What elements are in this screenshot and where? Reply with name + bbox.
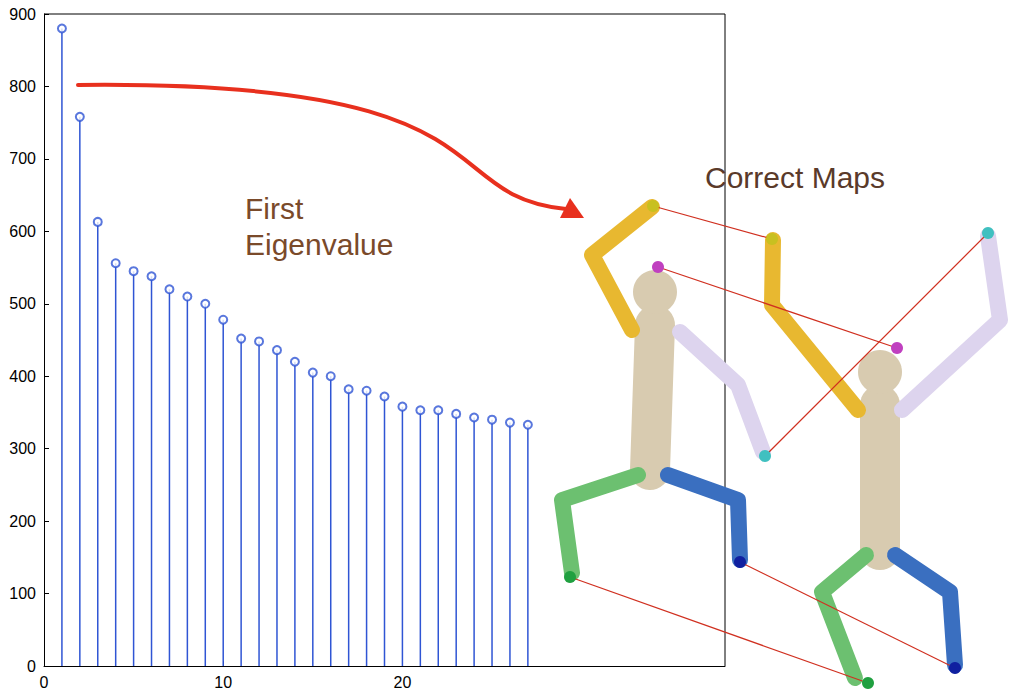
svg-text:First: First xyxy=(245,192,304,225)
svg-text:200: 200 xyxy=(9,513,36,530)
svg-text:20: 20 xyxy=(394,674,412,691)
svg-text:800: 800 xyxy=(9,78,36,95)
svg-text:Eigenvalue: Eigenvalue xyxy=(245,228,393,261)
svg-text:100: 100 xyxy=(9,585,36,602)
svg-text:Correct Maps: Correct Maps xyxy=(705,161,885,194)
svg-text:900: 900 xyxy=(9,6,36,23)
svg-text:700: 700 xyxy=(9,150,36,167)
svg-text:300: 300 xyxy=(9,440,36,457)
svg-text:0: 0 xyxy=(27,658,36,675)
svg-text:10: 10 xyxy=(214,674,232,691)
svg-text:0: 0 xyxy=(40,674,49,691)
svg-text:600: 600 xyxy=(9,223,36,240)
svg-text:400: 400 xyxy=(9,368,36,385)
svg-text:500: 500 xyxy=(9,295,36,312)
